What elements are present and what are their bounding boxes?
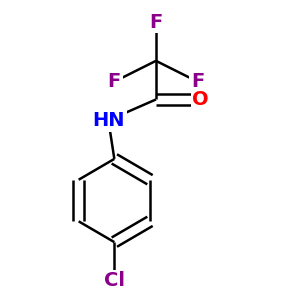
- Text: O: O: [192, 90, 209, 109]
- Text: HN: HN: [92, 111, 124, 130]
- Text: F: F: [191, 72, 204, 91]
- Text: F: F: [108, 72, 121, 91]
- Text: F: F: [149, 13, 163, 32]
- Text: Cl: Cl: [104, 271, 125, 290]
